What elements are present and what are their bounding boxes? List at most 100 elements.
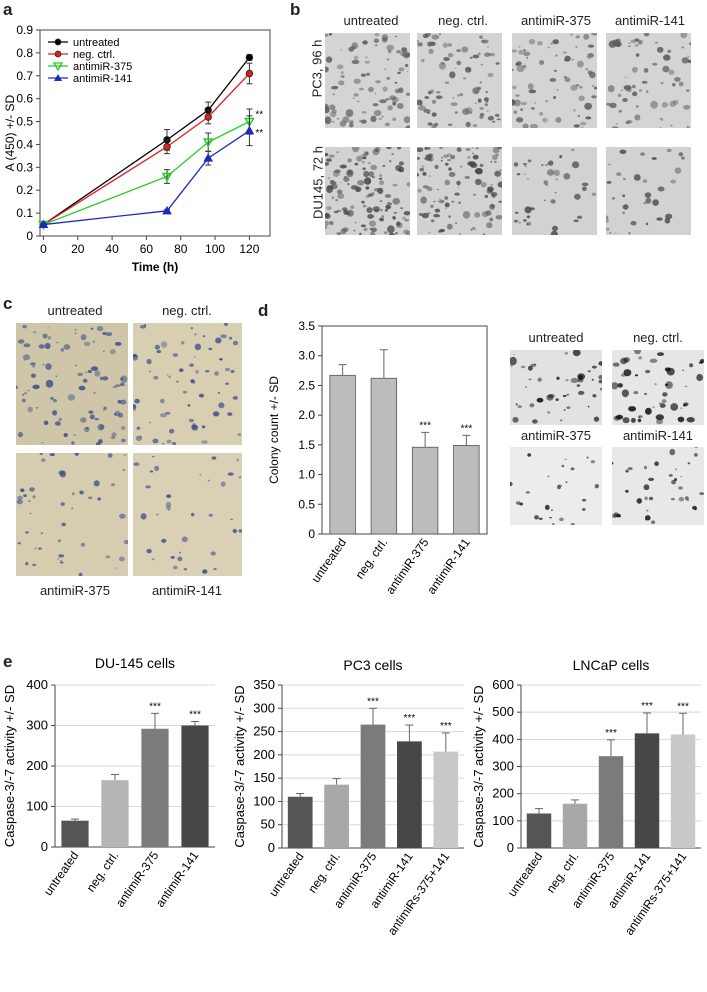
y-tick-label: 300 — [26, 718, 48, 733]
b-col-label: antimiR-141 — [614, 13, 686, 28]
data-point — [244, 125, 255, 135]
panel-letter-d: d — [258, 301, 269, 320]
colony-image — [510, 350, 602, 425]
bar — [181, 725, 209, 847]
y-tick-label: 100 — [253, 793, 275, 808]
series-line — [43, 73, 250, 226]
colony-image — [612, 350, 704, 425]
b-col-label: neg. ctrl. — [438, 13, 488, 28]
x-tick-label: 80 — [174, 242, 188, 256]
significance-label: *** — [641, 701, 653, 712]
significance-label: ** — [255, 128, 263, 139]
y-axis-label: Caspase-3/-7 activity +/- SD — [2, 685, 17, 847]
data-point — [245, 69, 254, 78]
chart-title: LNCaP cells — [573, 657, 650, 673]
y-tick-label: 50 — [261, 817, 275, 832]
y-tick-label: 2.5 — [298, 378, 315, 392]
bar — [397, 741, 422, 848]
colony-count-bar-chart: 0 0.5 1.0 1.5 2.0 2.5 3.0 3.5 Colony count +/- S… — [267, 319, 488, 597]
series-line — [43, 57, 250, 226]
y-axis-label: Colony count +/- SD — [267, 376, 281, 484]
panel-letter-b: b — [290, 0, 301, 19]
micrograph-pc3 — [606, 33, 691, 128]
bar — [453, 445, 480, 535]
y-tick-label: 0 — [26, 229, 33, 243]
category-label: antimiR-141 — [424, 535, 473, 596]
y-tick-label: 0.9 — [16, 23, 33, 37]
x-axis-label: Time (h) — [132, 260, 178, 274]
caspase-du145-bar-chart: DU-145 cells 0 100 200 300 400 Caspase-3/-7 ac… — [2, 655, 215, 910]
data-point — [203, 153, 214, 162]
y-tick-label: 1.0 — [298, 468, 315, 482]
bar — [360, 724, 386, 848]
x-tick-label: 60 — [140, 242, 154, 256]
data-point — [204, 113, 212, 121]
c-label: untreated — [47, 303, 103, 318]
y-tick-label: 0 — [41, 839, 48, 854]
micrograph-pc3 — [512, 33, 597, 128]
significance-label: *** — [404, 713, 416, 724]
significance-label: *** — [367, 696, 379, 707]
chart-title: DU-145 cells — [95, 655, 175, 671]
category-label: untreated — [505, 850, 546, 900]
y-tick-label: 1.5 — [298, 438, 315, 452]
bar — [101, 780, 129, 847]
y-tick-label: 350 — [253, 677, 275, 692]
significance-label: *** — [149, 701, 161, 712]
micrograph-du145 — [325, 147, 410, 235]
y-axis-label: Caspase-3/-7 activity +/- SD — [471, 685, 486, 847]
micrograph-pc3 — [325, 33, 410, 128]
bar — [433, 751, 459, 848]
b-col-label: antimiR-375 — [520, 13, 592, 28]
category-label: neg. ctrl. — [352, 536, 390, 582]
y-tick-label: 600 — [492, 677, 514, 692]
y-tick-label: 300 — [492, 759, 514, 774]
category-label: neg. ctrl. — [305, 850, 343, 896]
y-tick-label: 0.1 — [16, 206, 33, 220]
caspase-lncap-bar-chart: LNCaP cells 0 100 200 300 400 500 600 Caspase-3/… — [471, 657, 701, 938]
y-axis-label: Caspase-3/-7 activity +/- SD — [232, 685, 247, 847]
bar — [670, 734, 696, 848]
y-tick-label: 200 — [253, 747, 275, 762]
bar — [526, 813, 552, 848]
d-img-label: untreated — [528, 330, 584, 345]
legend-marker — [52, 62, 64, 72]
x-tick-label: 40 — [105, 242, 119, 256]
bar — [562, 803, 588, 848]
y-tick-label: 150 — [253, 770, 275, 785]
y-tick-label: 0.4 — [16, 137, 33, 151]
c-label: neg. ctrl. — [162, 303, 212, 318]
y-tick-label: 500 — [492, 704, 514, 719]
bar — [287, 796, 313, 848]
c-label: antimiR-141 — [151, 583, 223, 598]
category-label: untreated — [266, 850, 307, 900]
colony-photo — [133, 453, 242, 576]
x-tick-label: 0 — [40, 242, 47, 256]
category-label: neg. ctrl. — [544, 850, 582, 896]
category-label: untreated — [309, 536, 350, 586]
data-point — [202, 138, 214, 148]
y-tick-label: 0 — [308, 527, 315, 541]
micrograph-du145 — [606, 147, 691, 235]
micrograph-pc3 — [417, 33, 502, 128]
growth-line-chart: 0 0.1 0.2 0.3 0.4 0.5 0.6 0.7 0.8 0.9 0 20 40 60 80 100… — [3, 23, 271, 274]
colony-photo — [16, 323, 128, 445]
y-tick-label: 400 — [26, 677, 48, 692]
chart-title: PC3 cells — [343, 657, 402, 673]
significance-label: *** — [440, 721, 452, 732]
significance-label: *** — [605, 728, 617, 739]
y-tick-label: 100 — [492, 813, 514, 828]
plot-frame — [39, 29, 271, 237]
bar — [329, 374, 356, 535]
significance-label: *** — [461, 423, 473, 434]
y-tick-label: 250 — [253, 724, 275, 739]
legend-label: neg. ctrl. — [73, 49, 115, 61]
b-col-label: untreated — [343, 13, 399, 28]
data-point — [245, 53, 254, 62]
series-line — [43, 130, 250, 226]
y-tick-label: 200 — [492, 786, 514, 801]
bar — [370, 377, 398, 535]
data-point — [162, 205, 172, 215]
category-label: untreated — [41, 849, 82, 899]
legend-label: antimiR-375 — [73, 61, 132, 73]
